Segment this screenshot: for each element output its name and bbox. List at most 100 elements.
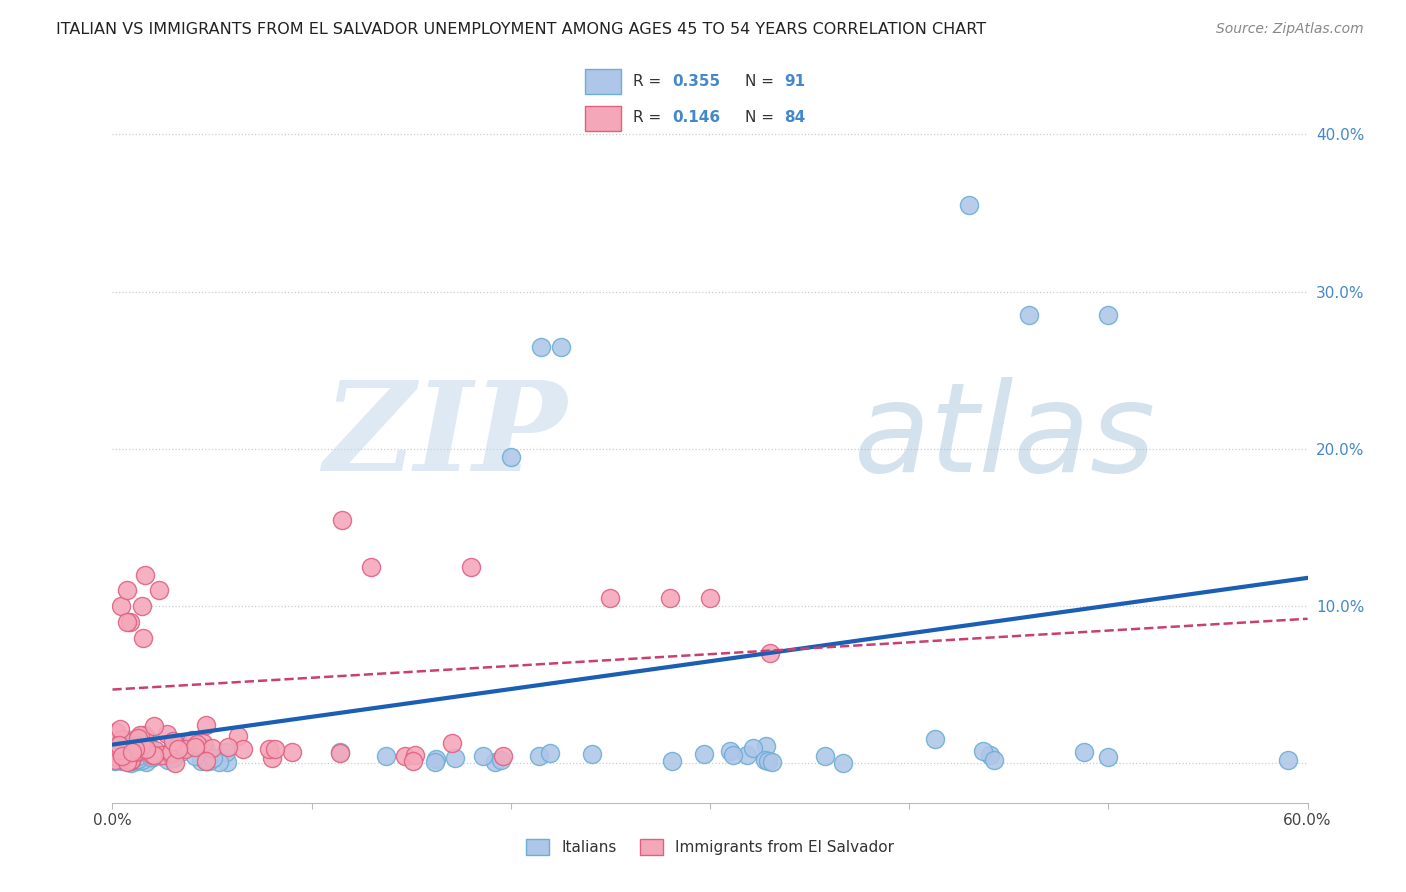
Point	[131, 749, 153, 764]
Point	[121, 745, 143, 759]
Point	[755, 739, 778, 753]
Point	[814, 748, 837, 763]
Point	[163, 756, 186, 770]
Point	[198, 754, 221, 768]
Point	[425, 752, 447, 766]
Point	[721, 747, 744, 762]
Point	[141, 748, 163, 763]
Point	[118, 733, 141, 747]
Point	[129, 740, 152, 755]
Point	[972, 744, 994, 758]
Text: N =: N =	[745, 111, 775, 125]
Point	[110, 739, 132, 754]
Point	[484, 755, 506, 769]
Point	[122, 734, 145, 748]
Point	[170, 738, 193, 752]
Point	[756, 754, 779, 768]
Text: 0.146: 0.146	[672, 111, 720, 125]
Text: N =: N =	[745, 74, 775, 89]
Point	[499, 450, 522, 464]
Point	[111, 748, 134, 763]
Point	[167, 742, 190, 756]
Point	[108, 738, 131, 752]
Point	[135, 731, 157, 745]
Point	[201, 751, 224, 765]
Point	[104, 754, 127, 768]
Point	[832, 756, 855, 770]
Point	[110, 746, 132, 760]
Point	[115, 740, 138, 755]
Point	[114, 748, 136, 763]
Point	[105, 743, 128, 757]
Point	[530, 340, 553, 354]
Point	[231, 741, 253, 756]
Point	[423, 755, 446, 769]
Point	[761, 755, 783, 769]
Point	[661, 754, 683, 768]
Point	[128, 728, 150, 742]
Point	[360, 559, 382, 574]
Point	[599, 591, 621, 606]
Point	[162, 738, 184, 752]
Point	[167, 741, 190, 756]
Point	[375, 749, 398, 764]
Point	[141, 750, 163, 764]
Point	[127, 752, 149, 766]
Point	[1018, 308, 1040, 322]
Point	[114, 752, 136, 766]
Point	[131, 746, 153, 760]
Point	[460, 559, 482, 574]
Point	[110, 752, 132, 766]
Point	[101, 743, 124, 757]
Point	[1097, 750, 1119, 764]
Point	[759, 646, 782, 660]
Point	[550, 340, 572, 354]
Point	[117, 742, 139, 756]
Point	[122, 745, 145, 759]
Point	[124, 742, 146, 756]
Point	[173, 742, 195, 756]
Point	[217, 739, 239, 754]
Point	[281, 746, 304, 760]
Point	[979, 747, 1001, 762]
Point	[128, 749, 150, 764]
Point	[105, 750, 128, 764]
Point	[128, 743, 150, 757]
Point	[195, 717, 218, 731]
Point	[125, 734, 148, 748]
Point	[160, 747, 183, 761]
Point	[156, 727, 179, 741]
Point	[166, 739, 188, 753]
Point	[394, 748, 416, 763]
Point	[104, 754, 127, 768]
Text: R =: R =	[633, 74, 661, 89]
Point	[527, 749, 550, 764]
Point	[492, 749, 515, 764]
Point	[111, 731, 134, 746]
Point	[134, 567, 156, 582]
Point	[156, 753, 179, 767]
Point	[194, 741, 217, 756]
Point	[659, 591, 682, 606]
Point	[195, 754, 218, 768]
Point	[121, 746, 143, 760]
Point	[163, 750, 186, 764]
Point	[118, 754, 141, 768]
Point	[957, 198, 980, 212]
Point	[402, 754, 425, 768]
Point	[110, 754, 132, 768]
Point	[108, 722, 131, 736]
Point	[115, 583, 138, 598]
Point	[112, 751, 135, 765]
Point	[201, 740, 224, 755]
Point	[693, 747, 716, 762]
Point	[1073, 745, 1095, 759]
Point	[440, 736, 463, 750]
Point	[924, 731, 946, 746]
Point	[443, 751, 465, 765]
Text: ITALIAN VS IMMIGRANTS FROM EL SALVADOR UNEMPLOYMENT AMONG AGES 45 TO 54 YEARS CO: ITALIAN VS IMMIGRANTS FROM EL SALVADOR U…	[56, 22, 987, 37]
Point	[1277, 753, 1299, 767]
Point	[152, 748, 174, 763]
FancyBboxPatch shape	[585, 70, 621, 95]
Point	[184, 749, 207, 764]
